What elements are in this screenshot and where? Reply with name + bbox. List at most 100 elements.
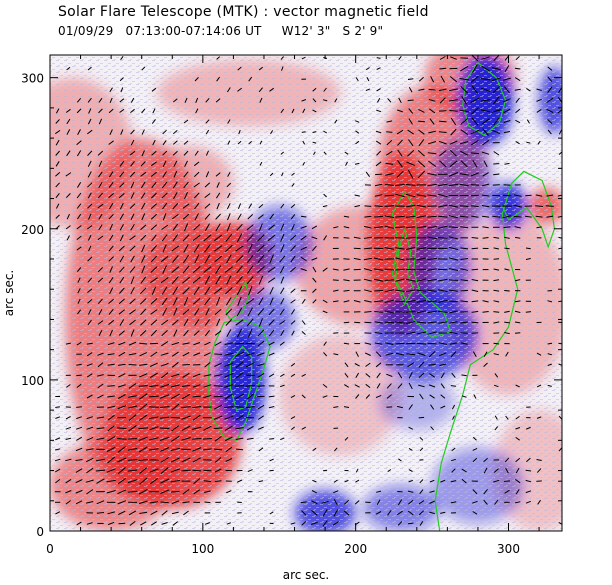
- field-vector: [427, 310, 437, 314]
- field-vector: [160, 352, 169, 356]
- field-vector: [257, 404, 265, 410]
- field-vector: [128, 364, 137, 366]
- field-vector: [65, 225, 71, 230]
- field-vector: [171, 373, 180, 377]
- field-vector: [428, 98, 436, 102]
- field-vector: [375, 351, 382, 358]
- field-vector: [149, 468, 159, 473]
- field-vector: [248, 286, 253, 296]
- field-vector: [65, 490, 72, 494]
- field-vector: [129, 150, 136, 156]
- field-vector: [526, 119, 530, 124]
- field-vector: [162, 213, 167, 221]
- field-vector: [385, 342, 394, 345]
- field-vector: [343, 342, 350, 345]
- field-vector: [170, 416, 181, 419]
- field-vector: [427, 236, 437, 240]
- field-vector: [312, 277, 317, 283]
- field-vector: [130, 213, 135, 221]
- field-vector: [418, 384, 425, 388]
- field-vector: [203, 384, 212, 388]
- field-vector: [419, 437, 424, 441]
- field-vector: [547, 342, 553, 345]
- field-vector: [268, 224, 276, 231]
- field-vector: [118, 363, 126, 366]
- field-vector: [504, 310, 510, 313]
- field-vector: [246, 318, 254, 327]
- field-vector: [408, 371, 413, 379]
- field-vector: [536, 352, 542, 356]
- field-vector: [290, 309, 296, 315]
- field-vector: [248, 76, 253, 82]
- field-vector: [160, 372, 169, 379]
- field-vector: [107, 425, 115, 432]
- field-vector: [215, 192, 221, 199]
- field-vector: [257, 415, 264, 420]
- field-vector: [416, 310, 427, 314]
- field-vector: [76, 108, 82, 114]
- field-vector: [375, 394, 382, 399]
- field-vector: [481, 56, 490, 60]
- field-vector: [149, 416, 159, 419]
- field-vector: [355, 394, 360, 399]
- field-vector: [162, 140, 167, 146]
- field-vector: [224, 415, 234, 420]
- field-vector: [419, 447, 424, 452]
- field-vector: [333, 406, 339, 408]
- field-vector: [407, 522, 414, 525]
- field-vector: [385, 162, 394, 165]
- field-vector: [355, 140, 360, 145]
- field-vector: [118, 309, 126, 315]
- field-vector: [173, 307, 178, 316]
- field-vector: [194, 308, 200, 316]
- field-vector: [460, 215, 469, 218]
- field-vector: [483, 457, 488, 463]
- field-vector: [76, 363, 82, 366]
- observation-info: 01/09/29 07:13:00-07:14:06 UT W12' 3" S …: [58, 24, 384, 38]
- field-vector: [334, 447, 338, 452]
- field-vector: [459, 141, 469, 145]
- field-vector: [515, 140, 520, 145]
- field-vector: [355, 120, 360, 123]
- field-vector: [301, 298, 306, 304]
- field-vector: [96, 500, 105, 505]
- field-vector: [460, 86, 468, 94]
- field-vector: [503, 120, 511, 123]
- field-vector: [333, 479, 338, 483]
- field-vector: [525, 215, 532, 218]
- field-vector: [214, 341, 222, 346]
- field-vector: [214, 308, 222, 315]
- field-vector: [374, 342, 383, 345]
- field-vector: [459, 183, 469, 187]
- field-vector: [141, 150, 145, 157]
- field-vector: [65, 478, 72, 484]
- field-vector: [172, 213, 179, 220]
- field-vector: [483, 467, 488, 474]
- field-vector: [460, 342, 468, 345]
- field-vector: [139, 414, 148, 421]
- field-vector: [514, 226, 521, 229]
- field-vector: [460, 300, 468, 303]
- field-vector: [129, 245, 136, 252]
- field-vector: [235, 437, 244, 440]
- field-vector: [226, 275, 232, 285]
- field-vector: [172, 203, 179, 210]
- field-vector: [194, 319, 200, 326]
- field-vector: [395, 268, 405, 271]
- field-vector: [301, 56, 306, 60]
- field-vector: [55, 161, 60, 167]
- field-vector: [150, 298, 158, 305]
- field-vector: [473, 394, 477, 399]
- field-vector: [353, 300, 361, 303]
- field-vector: [86, 342, 93, 345]
- field-vector: [76, 246, 82, 251]
- field-vector: [66, 118, 71, 125]
- field-vector: [119, 202, 124, 210]
- field-vector: [54, 468, 61, 473]
- field-vector: [106, 479, 116, 483]
- field-vector: [117, 427, 127, 430]
- field-vector: [438, 321, 448, 324]
- field-vector: [108, 193, 115, 198]
- x-axis: 0 100 200 300: [46, 55, 540, 556]
- field-vector: [172, 255, 179, 263]
